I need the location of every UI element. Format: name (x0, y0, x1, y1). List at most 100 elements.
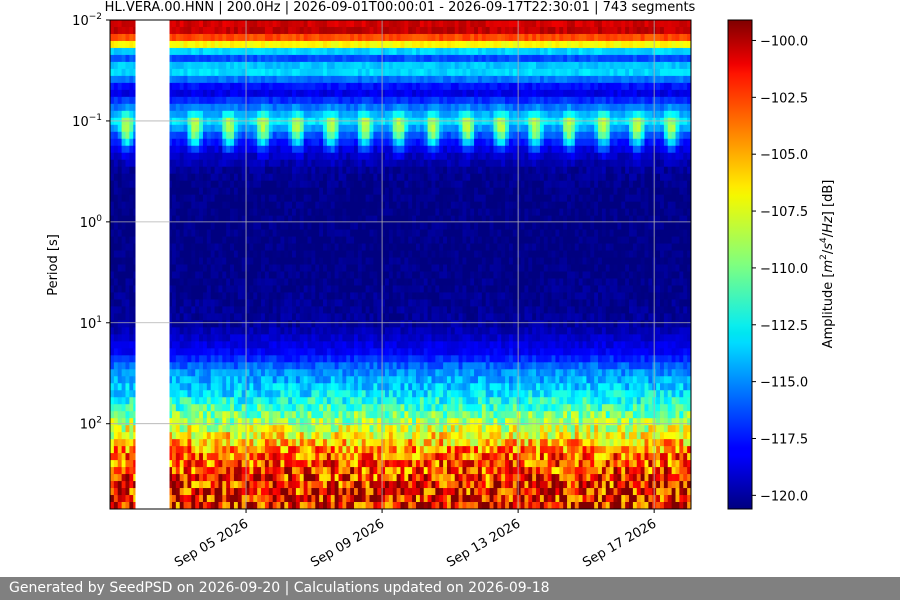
heatmap-cell (261, 453, 266, 461)
heatmap-cell (245, 299, 250, 307)
heatmap-cell (385, 285, 390, 293)
heatmap-cell (218, 439, 223, 447)
heatmap-cell (385, 474, 390, 482)
heatmap-cell (400, 460, 405, 468)
heatmap-cell (299, 82, 305, 91)
heatmap-cell (257, 194, 262, 202)
heatmap-cell (361, 432, 366, 440)
heatmap-cell (295, 397, 301, 405)
heatmap-cell (357, 320, 363, 328)
heatmap-cell (245, 201, 250, 209)
heatmap-cell (133, 390, 138, 398)
heatmap-cell (303, 320, 308, 328)
heatmap-cell (342, 369, 347, 377)
heatmap-cell (400, 285, 405, 293)
heatmap-cell (241, 138, 246, 147)
heatmap-cell (272, 502, 277, 509)
heatmap-cell (315, 285, 320, 293)
heatmap-cell (195, 257, 200, 265)
heatmap-cell (385, 145, 390, 154)
heatmap-cell (168, 404, 173, 412)
heatmap-cell (133, 187, 138, 195)
heatmap-cell (117, 278, 122, 286)
heatmap-cell (408, 418, 413, 426)
heatmap-cell (369, 61, 374, 70)
heatmap-cell (187, 54, 192, 63)
heatmap-cell (408, 229, 413, 237)
heatmap-cell (268, 502, 274, 509)
heatmap-cell (129, 390, 134, 398)
heatmap-cell (110, 341, 115, 349)
heatmap-cell (400, 467, 405, 475)
heatmap-cell (288, 313, 293, 321)
heatmap-cell (110, 20, 115, 28)
heatmap-cell (307, 292, 312, 300)
heatmap-cell (222, 20, 227, 28)
heatmap-cell (381, 96, 386, 105)
heatmap-cell (392, 299, 397, 307)
heatmap-cell (323, 313, 328, 321)
heatmap-cell (117, 334, 122, 342)
heatmap-cell (408, 348, 413, 356)
heatmap-cell (392, 54, 397, 63)
heatmap-cell (187, 488, 192, 496)
heatmap-cell (346, 439, 351, 447)
heatmap-cell (206, 47, 212, 56)
heatmap-cell (338, 61, 343, 70)
heatmap-cell (385, 488, 390, 496)
heatmap-cell (392, 201, 397, 209)
heatmap-cell (388, 495, 394, 503)
heatmap-cell (226, 418, 231, 426)
heatmap-cell (412, 285, 417, 293)
heatmap-cell (338, 355, 343, 363)
heatmap-cell (303, 334, 308, 342)
heatmap-cell (357, 334, 363, 342)
heatmap-cell (226, 110, 231, 119)
heatmap-cell (276, 236, 281, 244)
heatmap-cell (183, 47, 188, 56)
heatmap-cell (288, 355, 293, 363)
heatmap-cell (295, 404, 301, 412)
heatmap-cell (264, 334, 270, 342)
heatmap-cell (354, 495, 359, 503)
heatmap-cell (233, 96, 239, 105)
heatmap-cell (280, 390, 285, 398)
heatmap-cell (326, 418, 332, 426)
heatmap-cell (392, 355, 397, 363)
heatmap-cell (369, 96, 374, 105)
heatmap-cell (385, 180, 390, 189)
heatmap-cell (171, 243, 177, 251)
heatmap-cell (195, 82, 200, 91)
heatmap-cell (408, 299, 413, 307)
heatmap-cell (326, 278, 332, 286)
heatmap-cell (334, 488, 339, 496)
heatmap-cell (346, 502, 351, 509)
heatmap-cell (125, 124, 130, 133)
heatmap-cell (183, 453, 188, 461)
heatmap-cell (392, 446, 397, 454)
heatmap-cell (311, 40, 316, 49)
heatmap-cell (191, 299, 196, 307)
heatmap-cell (253, 383, 258, 391)
heatmap-cell (334, 145, 339, 154)
heatmap-cell (323, 33, 328, 42)
heatmap-cell (342, 229, 347, 237)
heatmap-cell (233, 292, 239, 300)
heatmap-cell (210, 362, 215, 370)
heatmap-cell (284, 20, 289, 28)
heatmap-cell (268, 306, 274, 314)
heatmap-cell (361, 404, 366, 412)
heatmap-cell (129, 397, 134, 405)
heatmap-cell (365, 390, 370, 398)
heatmap-cell (249, 271, 254, 279)
heatmap-cell (369, 467, 374, 475)
heatmap-cell (230, 208, 235, 216)
heatmap-cell (373, 502, 378, 509)
heatmap-cell (117, 54, 122, 63)
heatmap-cell (377, 292, 382, 300)
heatmap-cell (191, 145, 196, 154)
heatmap-cell (125, 355, 130, 363)
heatmap-cell (117, 82, 122, 91)
heatmap-cell (202, 502, 208, 509)
heatmap-cell (121, 334, 126, 342)
